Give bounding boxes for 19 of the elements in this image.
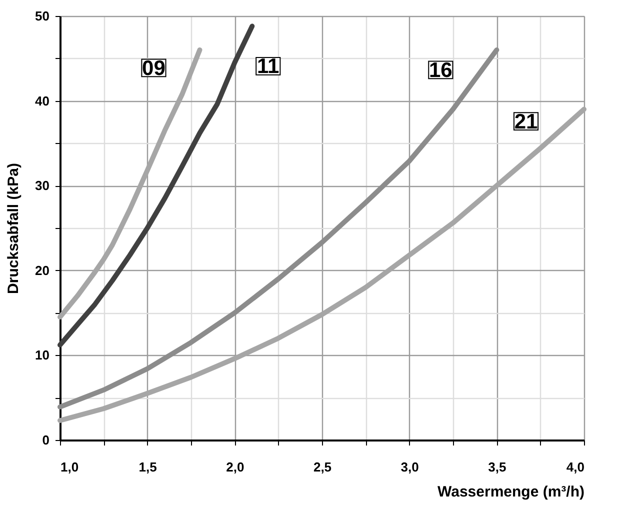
x-tick-label: 4,0 [566, 460, 584, 474]
x-axis-title: Wassermenge (m³/h) [438, 484, 584, 500]
y-axis-title: Drucksabfall (kPa) [5, 163, 22, 294]
x-tick-label: 3,5 [488, 460, 506, 474]
series-label: 16 [428, 58, 452, 82]
x-tick-label: 1,0 [60, 460, 79, 474]
series-label: 09 [142, 56, 166, 80]
x-tick-label: 3,0 [400, 460, 419, 474]
series-label: 11 [257, 55, 280, 78]
y-tick-label: 30 [35, 178, 50, 194]
x-tick-label: 2,0 [226, 460, 244, 474]
y-tick-label: 50 [35, 8, 50, 24]
x-tick-label: 1,5 [138, 460, 157, 474]
y-tick-label: 40 [35, 93, 50, 108]
y-tick-label: 10 [35, 348, 50, 363]
series-label: 21 [514, 110, 538, 134]
x-tick-label: 2,5 [313, 460, 332, 474]
y-tick-label: 0 [42, 432, 50, 448]
y-tick-label: 20 [35, 262, 50, 278]
